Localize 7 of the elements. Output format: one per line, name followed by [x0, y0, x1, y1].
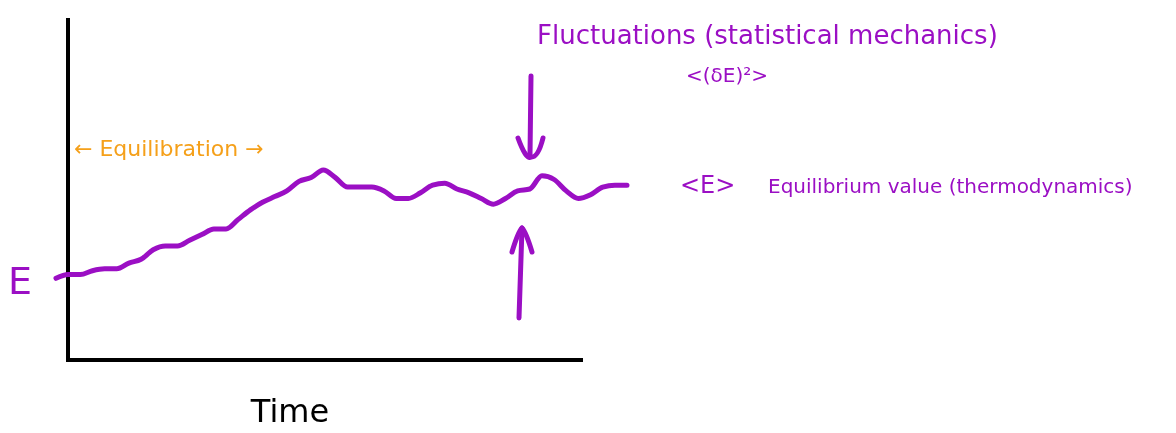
text: ← Equilibration → — [74, 136, 264, 161]
x-axis-title: Time — [249, 392, 330, 430]
text: <E> — [680, 171, 736, 199]
text: Equilibrium value (thermodynamics) — [768, 174, 1133, 198]
text: <(δE)²> — [686, 63, 769, 87]
y-axis-title: E — [8, 259, 33, 303]
text: Fluctuations (statistical mechanics) — [537, 20, 998, 50]
